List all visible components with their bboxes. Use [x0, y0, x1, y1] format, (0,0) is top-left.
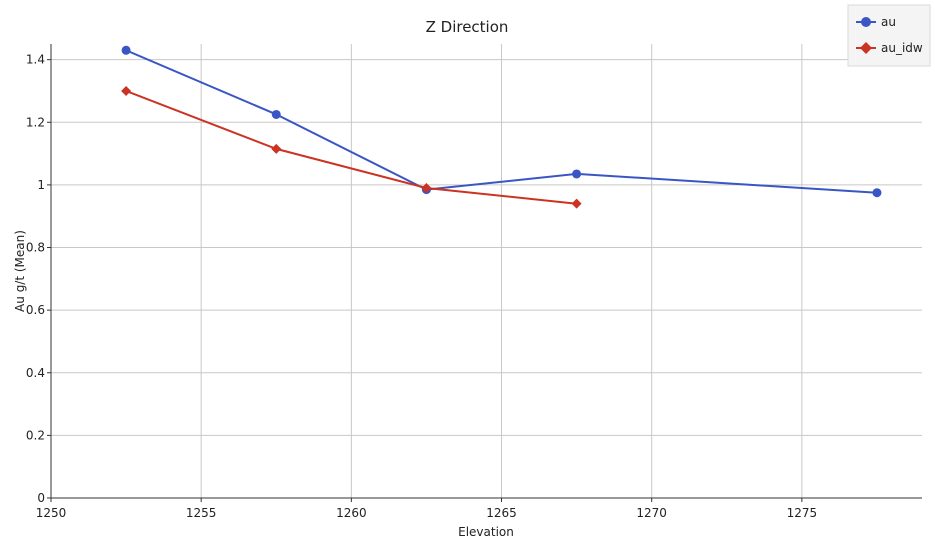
y-tick-label: 0.2 — [26, 428, 45, 442]
x-tick-label: 1270 — [636, 506, 667, 520]
x-axis-title: Elevation — [458, 525, 514, 539]
gridlines — [51, 44, 922, 498]
legend[interactable]: au au_idw — [847, 4, 931, 67]
x-tick-label: 1260 — [336, 506, 367, 520]
data-point-au_idw[interactable] — [121, 85, 132, 96]
series-line-au_idw — [125, 90, 577, 205]
data-point-au[interactable] — [872, 188, 882, 198]
data-point-au[interactable] — [121, 45, 131, 55]
legend-label-au: au — [881, 15, 896, 29]
y-axis-title: Au g/t (Mean) — [13, 230, 27, 312]
x-tick-label: 1255 — [186, 506, 217, 520]
y-tick-label: 0 — [37, 491, 45, 505]
axes — [50, 44, 922, 499]
y-tick-label: 0.4 — [26, 366, 45, 380]
series — [121, 45, 882, 209]
legend-marker-au-idw — [860, 42, 872, 54]
y-tick-label: 1 — [37, 178, 45, 192]
x-tick-label: 1250 — [36, 506, 67, 520]
x-tick-label: 1275 — [787, 506, 818, 520]
y-tick-label: 1.4 — [26, 53, 45, 67]
data-point-au_idw[interactable] — [571, 198, 582, 209]
legend-box — [847, 4, 931, 67]
data-point-au_idw[interactable] — [421, 183, 432, 194]
data-point-au[interactable] — [271, 109, 281, 119]
data-point-au[interactable] — [572, 169, 582, 179]
legend-label-au-idw: au_idw — [881, 41, 923, 55]
series-au_idw — [121, 85, 582, 209]
y-tick-label: 0.8 — [26, 241, 45, 255]
legend-marker-au — [861, 17, 871, 27]
y-tick-label: 1.2 — [26, 115, 45, 129]
chart-title: Z Direction — [426, 18, 509, 36]
y-tick-label: 0.6 — [26, 303, 45, 317]
ticks: 0 0.2 0.4 0.6 0.8 1 1.2 1.4 1250 1255 1260 1265 1270… — [26, 53, 817, 520]
x-tick-label: 1265 — [486, 506, 517, 520]
data-point-au_idw[interactable] — [271, 143, 282, 154]
